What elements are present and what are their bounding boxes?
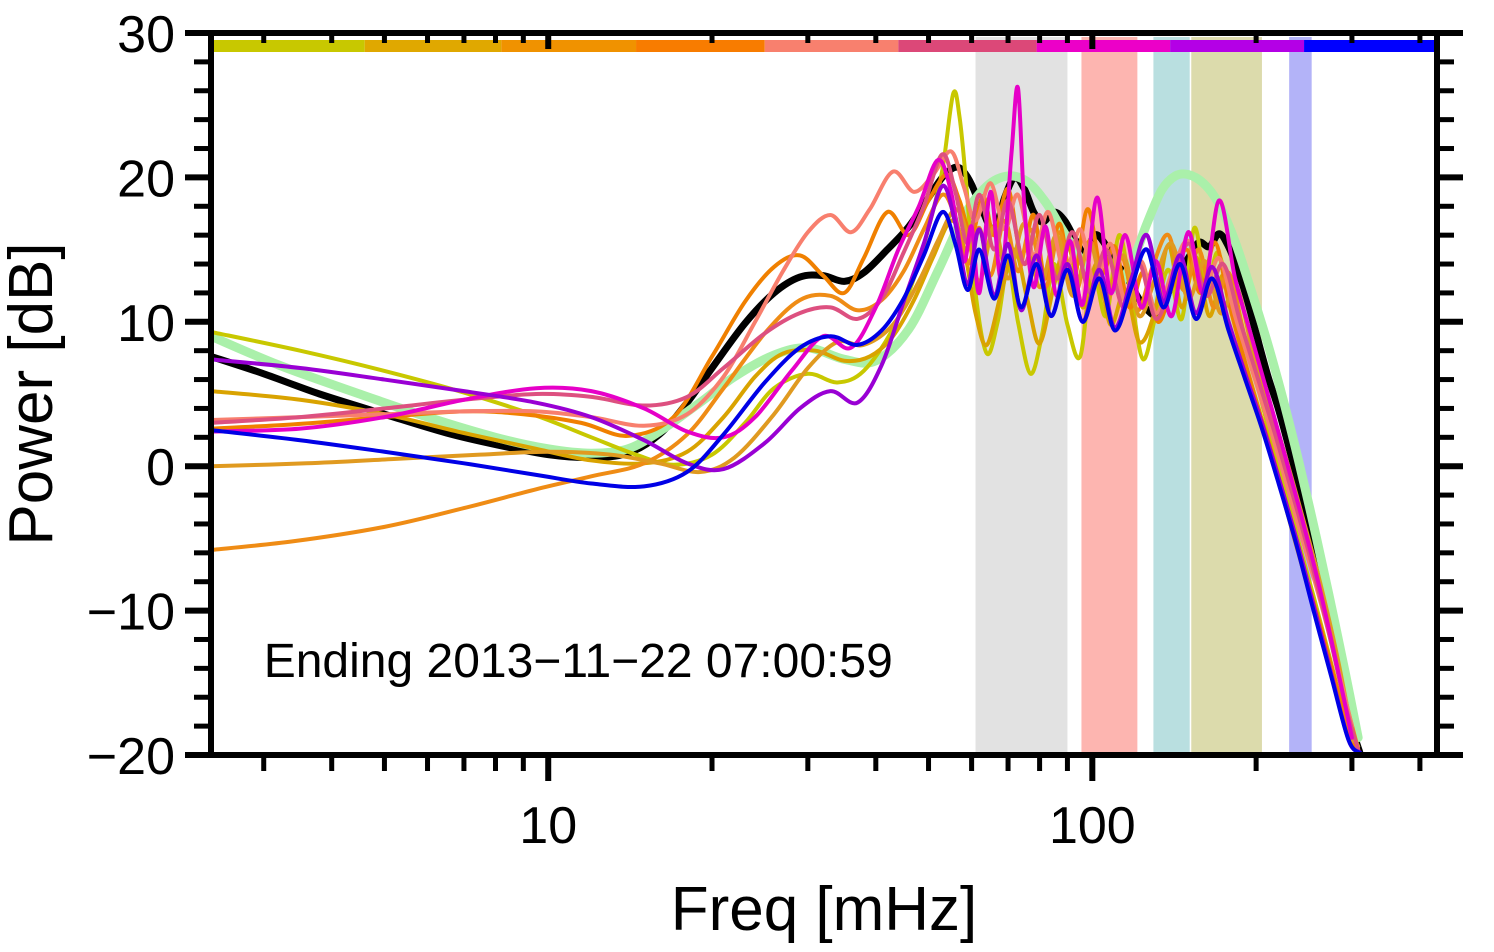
colorbar-segment-band-4 [636, 40, 765, 52]
colorbar-segment-band-6 [898, 40, 1037, 52]
spectrum-line-reference-smooth-green [211, 169, 1363, 743]
y-tick-label: 20 [117, 150, 175, 208]
y-axis-label: Power [dB] [0, 242, 66, 545]
plot-annotation: Ending 2013−11−22 07:00:59 [264, 635, 893, 688]
highlight-band-periwinkle [1289, 37, 1312, 755]
colorbar-segment-band-3 [501, 40, 637, 52]
colorbar-segment-band-8 [1170, 40, 1305, 52]
highlight-band-teal [1153, 37, 1190, 755]
spectra-group [211, 84, 1364, 755]
colorbar-segment-band-2 [364, 40, 502, 52]
frequency-band-colorbar [211, 40, 1437, 52]
colorbar-segment-band-9 [1304, 40, 1437, 52]
highlight-bands-group [975, 37, 1312, 755]
x-tick-label: 10 [519, 797, 577, 855]
x-axis-label: Freq [mHz] [671, 875, 978, 944]
highlight-band-pink [1081, 37, 1138, 755]
colorbar-segment-band-1 [211, 40, 365, 52]
y-tick-label: −10 [87, 584, 175, 642]
y-tick-label: 10 [117, 295, 175, 353]
plot-frame [208, 30, 1440, 758]
y-tick-label: −20 [87, 728, 175, 786]
x-tick-label: 100 [1049, 797, 1136, 855]
y-tick-label: 30 [117, 6, 175, 64]
colorbar-segment-band-5 [764, 40, 899, 52]
spectrum-line-channel-blue [211, 210, 1364, 755]
colorbar-segment-band-7 [1036, 40, 1171, 52]
y-tick-label: 0 [146, 439, 175, 497]
axis-ticks-group [185, 30, 1463, 781]
